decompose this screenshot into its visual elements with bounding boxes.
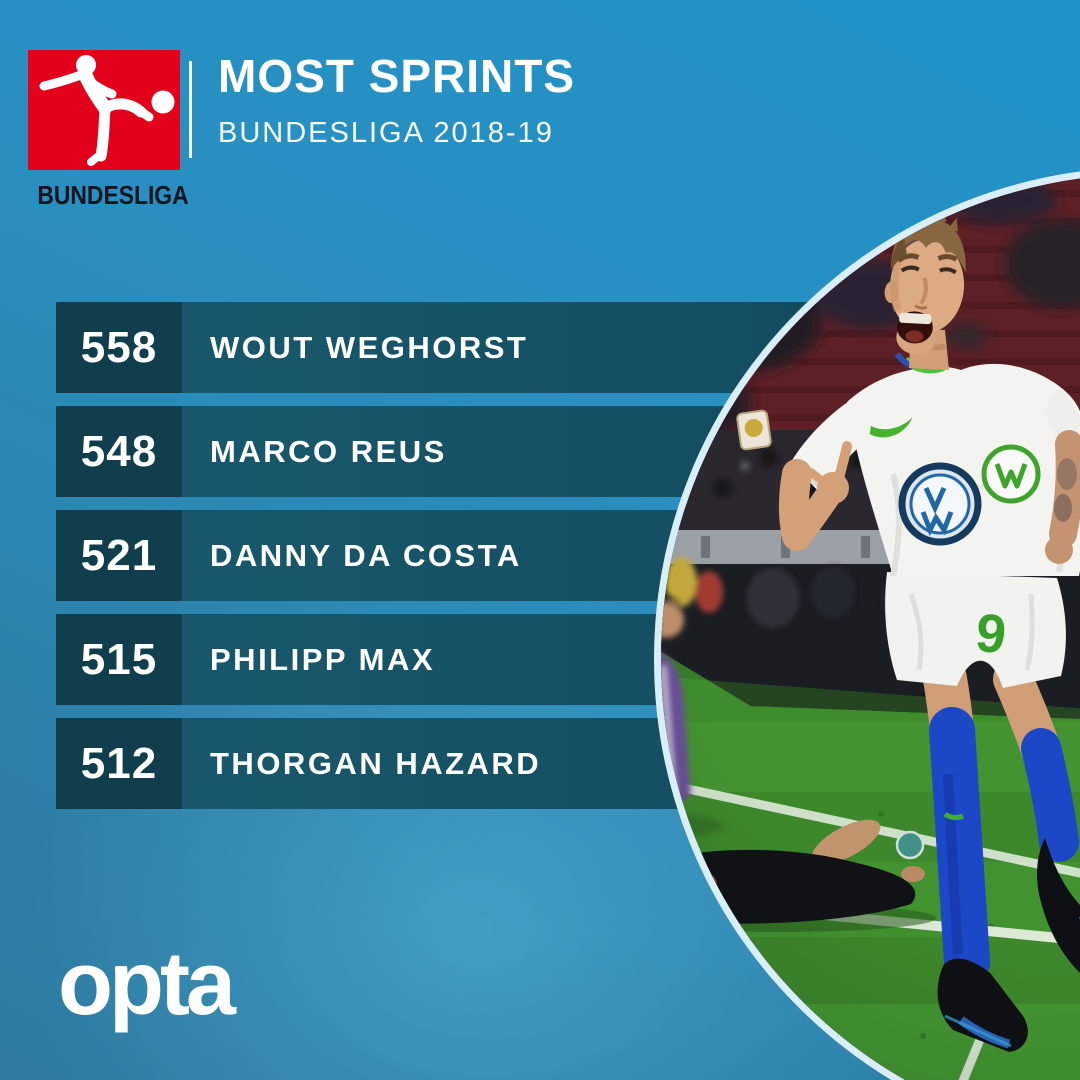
player-name: WOUT WEGHORST [182,302,820,393]
bundesliga-player-head [76,55,96,75]
bundesliga-player-figure [39,69,154,166]
sprint-count: 521 [56,510,182,601]
ranking-list: 558 WOUT WEGHORST 548 MARCO REUS 521 DAN… [56,302,820,822]
bundesliga-logo-icon [39,55,175,166]
header-divider [189,61,192,158]
ranking-row-1: 558 WOUT WEGHORST [56,302,820,393]
bundesliga-ball-icon [151,90,175,114]
bundesliga-logo [28,50,180,170]
bundesliga-wordmark: BUNDESLIGA [37,180,189,210]
sprint-count: 558 [56,302,182,393]
sprint-count: 515 [56,614,182,705]
sprint-count: 548 [56,406,182,497]
page-subtitle: BUNDESLIGA 2018-19 [218,117,554,150]
opta-logo: opta [58,934,236,1034]
ranking-row-2: 548 MARCO REUS [56,406,820,497]
sprint-count: 512 [56,718,182,809]
page-title: MOST SPRINTS [218,50,576,102]
header-titles: MOST SPRINTS BUNDESLIGA 2018-19 [218,52,575,150]
